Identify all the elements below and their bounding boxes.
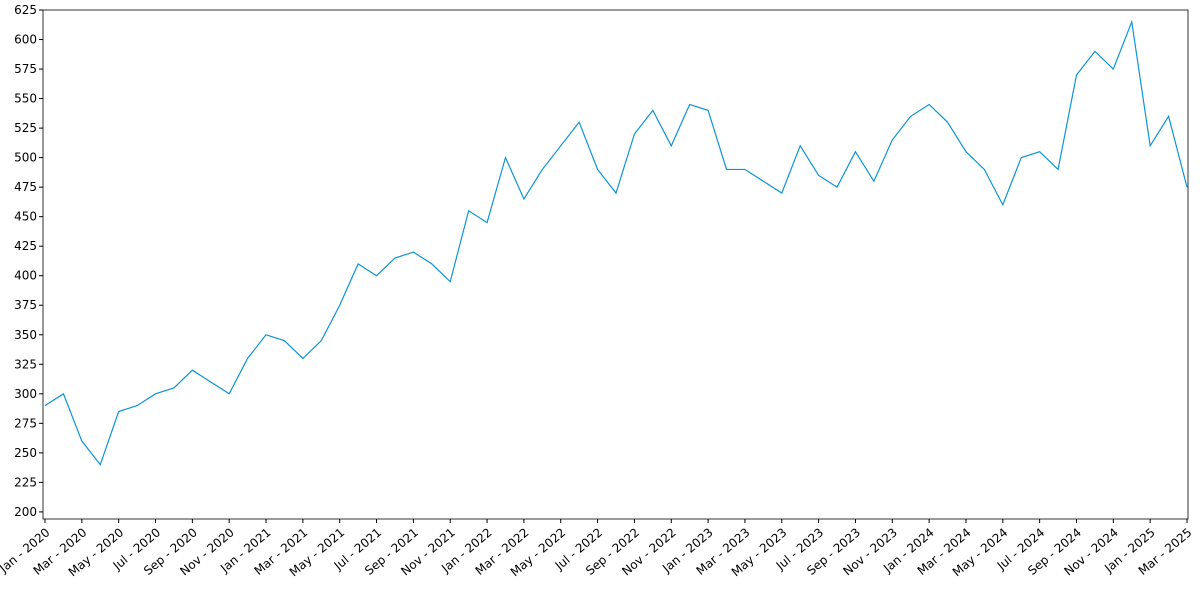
- y-tick-label: 600: [14, 33, 37, 47]
- y-tick-label: 375: [14, 298, 37, 312]
- y-tick-label: 625: [14, 3, 37, 17]
- y-tick-label: 350: [14, 328, 37, 342]
- y-tick-label: 200: [14, 505, 37, 519]
- y-tick-label: 225: [14, 475, 37, 489]
- y-tick-label: 300: [14, 387, 37, 401]
- y-tick-label: 250: [14, 446, 37, 460]
- y-tick-label: 325: [14, 357, 37, 371]
- y-tick-label: 525: [14, 121, 37, 135]
- y-tick-label: 550: [14, 92, 37, 106]
- price-line: [44, 19, 1188, 466]
- y-tick-label: 275: [14, 416, 37, 430]
- y-tick-label: 575: [14, 62, 37, 76]
- y-tick-label: 500: [14, 151, 37, 165]
- y-tick-label: 400: [14, 269, 37, 283]
- y-tick-label: 475: [14, 180, 37, 194]
- y-tick-label: 425: [14, 239, 37, 253]
- y-tick-label: 450: [14, 210, 37, 224]
- plot-frame: [42, 9, 1189, 520]
